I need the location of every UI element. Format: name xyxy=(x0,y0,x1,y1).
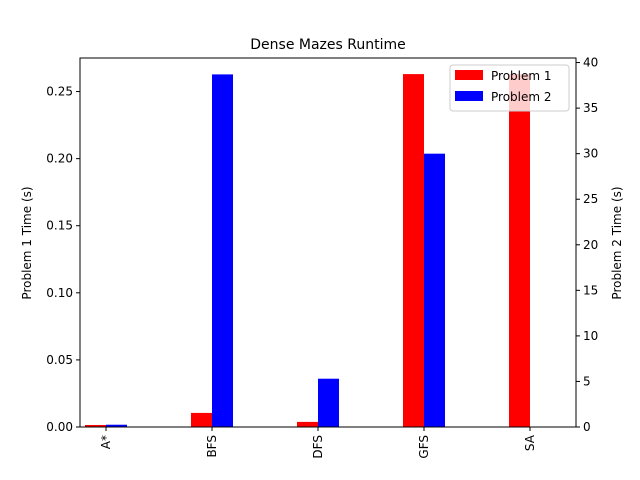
legend-swatch-2 xyxy=(455,91,483,101)
bar-problem-1-gfs xyxy=(403,74,424,428)
bar-problem-2-gfs xyxy=(424,153,445,427)
y-left-tick-label: 0.20 xyxy=(46,152,73,166)
y-right-tick-label: 35 xyxy=(583,101,598,115)
plot-frame xyxy=(79,57,577,428)
x-tick-label-gfs: GFS xyxy=(417,435,431,459)
y-right-tick-label: 0 xyxy=(583,420,591,434)
legend-label-2: Problem 2 xyxy=(491,90,552,104)
x-tick-label-bfs: BFS xyxy=(205,435,219,458)
y-right-axis-label: Problem 2 Time (s) xyxy=(610,186,624,299)
y-right-tick-label: 40 xyxy=(583,56,598,70)
y-left-tick-label: 0.10 xyxy=(46,286,73,300)
legend-label-1: Problem 1 xyxy=(491,69,552,83)
bar-problem-1-sa xyxy=(509,74,530,428)
x-tick-label-a: A* xyxy=(99,435,113,449)
bar-problem-1-dfs xyxy=(297,421,318,427)
y-left-tick-label: 0.25 xyxy=(46,85,73,99)
y-right-tick-label: 15 xyxy=(583,283,598,297)
chart-title: Dense Mazes Runtime xyxy=(250,37,405,53)
bars-layer xyxy=(85,74,530,428)
y-right-tick-label: 25 xyxy=(583,192,598,206)
legend: Problem 1 Problem 2 xyxy=(449,64,570,112)
bar-problem-1-bfs xyxy=(191,412,212,427)
y-left-tick-label: 0.00 xyxy=(46,420,73,434)
y-left-tick-label: 0.05 xyxy=(46,353,73,367)
x-tick-label-sa: SA xyxy=(523,434,537,451)
bar-problem-2-bfs xyxy=(212,74,233,428)
y-right-tick-label: 5 xyxy=(583,374,591,388)
x-tick-label-dfs: DFS xyxy=(311,435,325,459)
bar-problem-2-a xyxy=(106,424,127,427)
axes-layer: 0.00 0.05 0.10 0.15 0.20 0.25 0 5 10 15 20 25 30 35 40… xyxy=(46,56,598,459)
y-left-tick-label: 0.15 xyxy=(46,219,73,233)
y-left-axis-label: Problem 1 Time (s) xyxy=(20,186,34,299)
legend-swatch-1 xyxy=(455,70,483,80)
bar-problem-1-a xyxy=(85,424,106,427)
y-right-tick-label: 30 xyxy=(583,147,598,161)
bar-problem-2-dfs xyxy=(318,378,339,427)
y-right-tick-label: 20 xyxy=(583,238,598,252)
y-right-tick-label: 10 xyxy=(583,329,598,343)
